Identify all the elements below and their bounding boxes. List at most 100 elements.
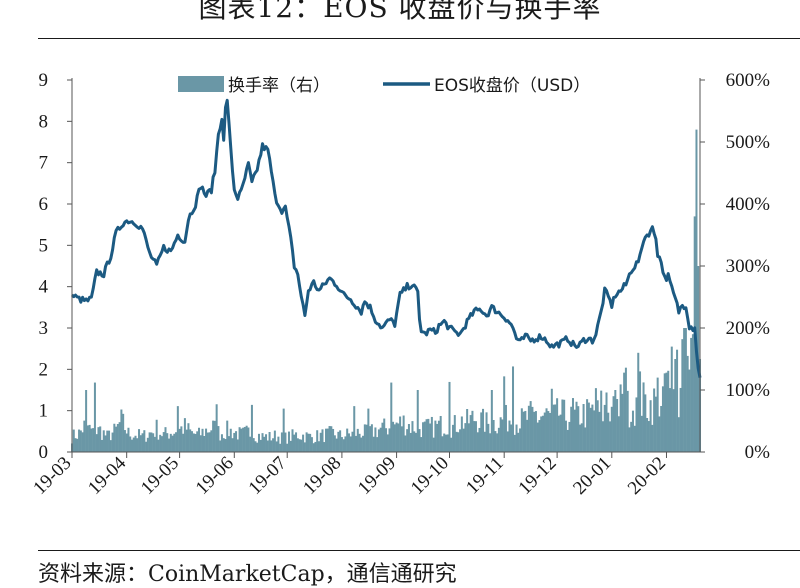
- turnover-bar: [307, 433, 310, 452]
- turnover-bar: [88, 424, 91, 452]
- turnover-bar: [360, 437, 363, 452]
- turnover-bar: [99, 426, 102, 452]
- turnover-bar: [150, 432, 153, 452]
- turnover-bar: [397, 423, 400, 452]
- turnover-bar: [224, 439, 227, 452]
- turnover-bar: [526, 419, 529, 452]
- turnover-bar: [173, 433, 176, 452]
- turnover-bar: [265, 434, 268, 452]
- turnover-bar: [547, 411, 550, 452]
- turnover-bar: [83, 420, 86, 452]
- turnover-bar: [319, 432, 322, 452]
- turnover-bar: [568, 421, 571, 452]
- turnover-bar: [367, 408, 370, 452]
- chart-legend: 换手率（右） EOS收盘价（USD）: [178, 76, 590, 96]
- turnover-bar: [162, 432, 165, 452]
- turnover-bar: [92, 428, 95, 452]
- turnover-bar: [411, 421, 414, 452]
- turnover-bar: [596, 400, 599, 452]
- turnover-bar: [674, 359, 677, 452]
- turnover-bar: [118, 422, 121, 452]
- turnover-bar: [323, 442, 326, 452]
- turnover-bar: [109, 440, 112, 452]
- turnover-bar: [598, 411, 601, 452]
- x-tick-label: 19-12: [514, 453, 560, 499]
- bottom-rule: [38, 550, 800, 551]
- turnover-bar: [261, 433, 264, 452]
- turnover-bar: [571, 398, 574, 452]
- turnover-bar: [665, 372, 668, 452]
- turnover-bar: [215, 404, 218, 452]
- turnover-bar: [654, 396, 657, 452]
- turnover-bar: [369, 426, 372, 452]
- left-tick-label: 4: [39, 277, 49, 298]
- turnover-bar: [289, 440, 292, 452]
- turnover-bar: [473, 421, 476, 452]
- turnover-bar: [392, 421, 395, 452]
- turnover-bar: [171, 435, 174, 452]
- turnover-bar: [303, 442, 306, 452]
- turnover-bar: [695, 129, 698, 452]
- legend-bar-swatch: [178, 76, 224, 92]
- turnover-bar: [508, 420, 511, 452]
- turnover-bar: [640, 415, 643, 452]
- turnover-bar: [342, 439, 345, 452]
- turnover-bar: [347, 433, 350, 452]
- turnover-bar: [346, 428, 349, 452]
- turnover-bar: [160, 436, 163, 452]
- turnover-bar: [141, 433, 144, 452]
- turnover-bar: [556, 398, 559, 452]
- turnover-bar: [192, 433, 195, 452]
- turnover-bar: [240, 428, 243, 452]
- turnover-bar: [564, 420, 567, 452]
- turnover-bar: [287, 431, 290, 452]
- turnover-bar: [273, 430, 276, 452]
- turnover-bar: [280, 432, 283, 452]
- turnover-bar: [656, 377, 659, 452]
- turnover-bar: [485, 412, 488, 452]
- turnover-bar: [658, 416, 661, 452]
- turnover-bar: [201, 428, 204, 452]
- turnover-bar: [190, 431, 193, 452]
- turnover-bar: [353, 406, 356, 452]
- turnover-bar: [317, 441, 320, 452]
- turnover-bar: [250, 404, 253, 452]
- turnover-bar: [400, 426, 403, 452]
- turnover-bar: [180, 426, 183, 452]
- turnover-bar: [492, 419, 495, 452]
- turnover-bar: [356, 428, 359, 452]
- turnover-bar: [651, 424, 654, 452]
- turnover-bar: [210, 430, 213, 452]
- turnover-bar: [296, 438, 299, 452]
- turnover-bar: [74, 438, 77, 452]
- turnover-bar: [601, 421, 604, 452]
- turnover-bar: [175, 432, 178, 452]
- turnover-bar: [326, 428, 329, 452]
- turnover-bar: [217, 426, 220, 452]
- turnover-bar: [376, 437, 379, 452]
- turnover-bar: [550, 388, 553, 452]
- turnover-bar: [444, 434, 447, 452]
- turnover-bar: [344, 436, 347, 452]
- turnover-bar: [457, 432, 460, 452]
- turnover-bar: [545, 408, 548, 452]
- turnover-bar: [566, 429, 569, 452]
- turnover-bar: [543, 412, 546, 452]
- turnover-bar: [661, 386, 664, 452]
- turnover-bar: [653, 388, 656, 452]
- turnover-bar: [497, 427, 500, 452]
- turnover-bar: [252, 438, 255, 452]
- turnover-bar: [517, 432, 520, 452]
- turnover-bar: [635, 397, 638, 452]
- x-tick-label: 20-01: [569, 453, 615, 499]
- turnover-bar: [603, 404, 606, 452]
- turnover-bar: [72, 429, 75, 452]
- turnover-bar: [529, 401, 532, 452]
- turnover-bar: [187, 423, 190, 452]
- turnover-bar: [122, 413, 125, 452]
- left-tick-label: 3: [39, 318, 49, 339]
- turnover-bar: [467, 423, 470, 452]
- turnover-bar: [519, 428, 522, 452]
- turnover-bar: [153, 436, 156, 452]
- turnover-bar: [284, 432, 287, 452]
